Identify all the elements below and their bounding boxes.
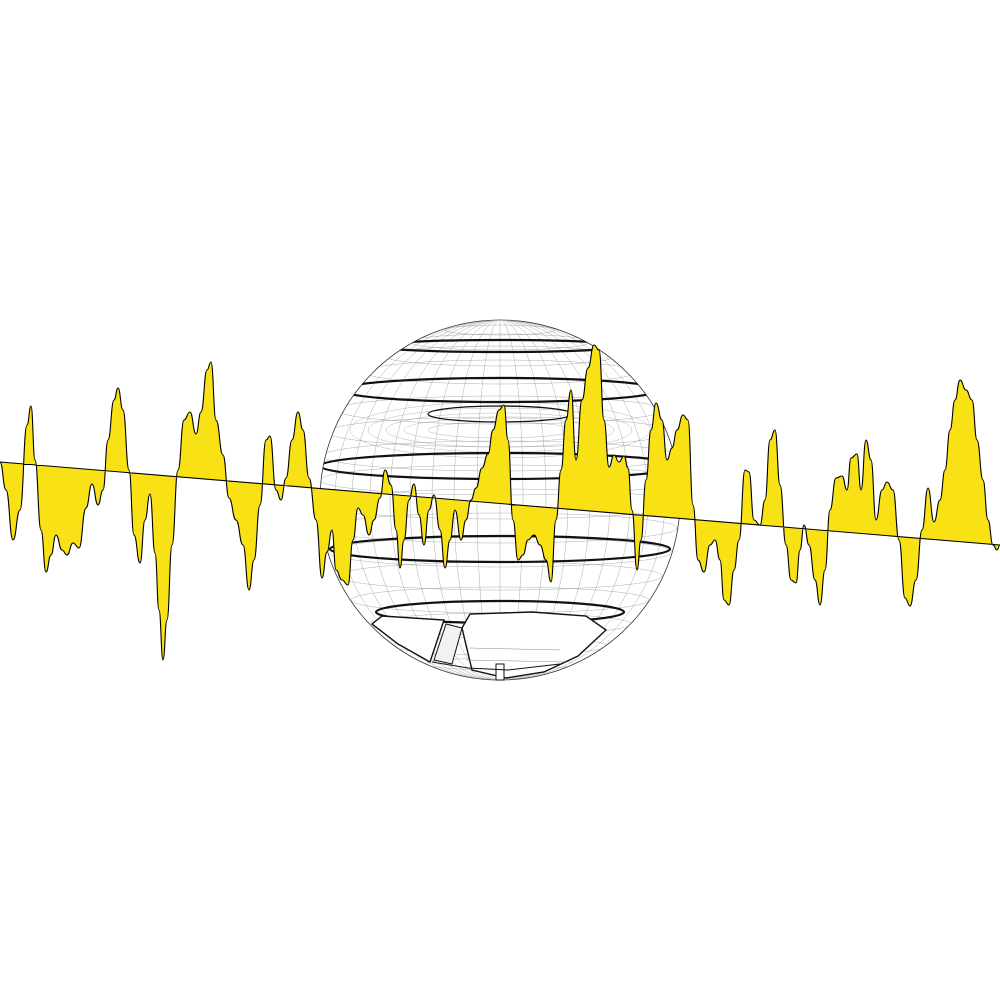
waveform-area [0,344,1000,661]
sphere-broken-shell [370,611,608,681]
yellow-waveform-icon [0,344,1000,661]
